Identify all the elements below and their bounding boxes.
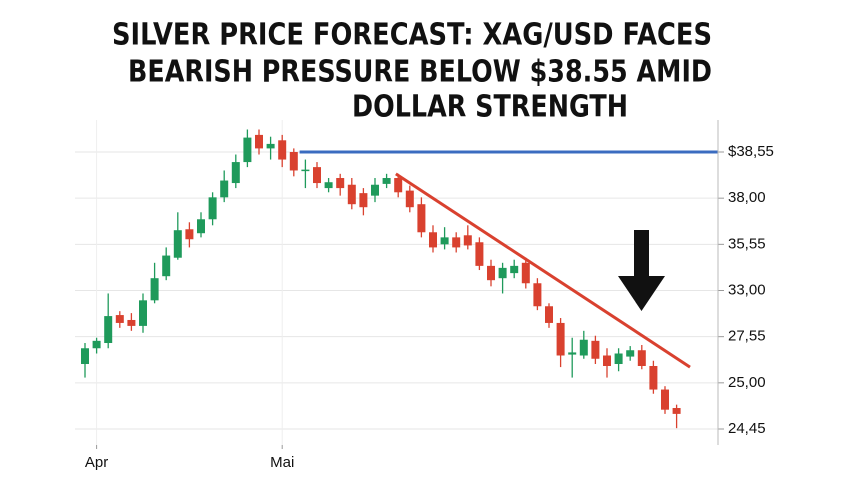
candle-body: [510, 265, 519, 274]
candle-body: [173, 230, 182, 258]
candle-body: [440, 237, 449, 245]
candle-body: [255, 134, 263, 149]
candle-body: [591, 340, 600, 359]
candle-body: [266, 143, 275, 149]
candle-body: [568, 352, 577, 355]
candle-body: [545, 306, 553, 323]
candle-body: [603, 355, 611, 366]
candle-body: [208, 197, 217, 220]
candle-body: [104, 316, 113, 344]
title-line: BEARISH PRESSURE BELOW $38.55 AMID: [128, 55, 712, 90]
candles: [81, 129, 681, 429]
candle-body: [382, 178, 391, 184]
candle-body: [115, 315, 124, 323]
candle-body: [429, 232, 437, 248]
candle-body: [185, 229, 194, 240]
candle-body: [637, 350, 646, 366]
candle-body: [672, 408, 681, 414]
candle-body: [92, 340, 101, 349]
candle-body: [139, 300, 147, 326]
candle-body: [649, 365, 658, 390]
candle-body: [371, 184, 379, 196]
axes: 24,45 25,00 27,55 33,00 35,55 38,00 $38,55 Apr M…: [85, 120, 774, 471]
candle-body: [521, 262, 530, 284]
candle-body: [220, 180, 229, 198]
candle-body: [347, 184, 356, 205]
candle-body: [162, 255, 171, 277]
grid: [75, 120, 718, 445]
annotation-lines: [299, 150, 718, 369]
down-arrow: [618, 230, 665, 311]
candle-body: [231, 162, 240, 184]
trendline: [395, 172, 691, 369]
candle-body: [359, 193, 368, 208]
y-tick-label: 38,00: [728, 189, 766, 206]
candle-body: [614, 353, 623, 365]
y-tick-label: 33,00: [728, 281, 766, 298]
candle-body: [150, 278, 159, 301]
candle-body: [81, 348, 89, 365]
candle-body: [661, 389, 669, 410]
candle-body: [556, 322, 565, 356]
candle-body: [197, 219, 205, 234]
title-line: SILVER PRICE FORECAST: XAG/USD FACES: [112, 18, 712, 53]
candle-body: [243, 137, 252, 163]
candle-body: [533, 283, 542, 307]
candle-body: [324, 182, 333, 189]
y-tick-label: 24,45: [728, 420, 766, 437]
candle-body: [278, 140, 287, 160]
candle-body: [301, 169, 310, 172]
candle-body: [313, 167, 321, 184]
candle-body: [336, 178, 345, 189]
y-tick-label: $38,55: [728, 143, 774, 160]
x-tick-label: Mai: [270, 454, 294, 471]
y-tick-label: 27,55: [728, 328, 766, 345]
candle-body: [487, 265, 495, 281]
candle-body: [417, 204, 426, 233]
candle-body: [626, 350, 635, 357]
title: SILVER PRICE FORECAST: XAG/USD FACES BEA…: [112, 18, 712, 125]
arrow-shaft: [634, 230, 649, 278]
candle-body: [394, 178, 403, 193]
candle-body: [452, 237, 461, 248]
candle-body: [127, 319, 136, 326]
x-tick-label: Apr: [85, 454, 108, 471]
candle-body: [463, 235, 472, 246]
candle-body: [498, 267, 507, 279]
candle-body: [405, 190, 414, 208]
candle-body: [579, 339, 588, 356]
title-line: DOLLAR STRENGTH: [352, 90, 628, 125]
candle-body: [289, 152, 298, 171]
arrow-head: [618, 276, 665, 311]
candle-body: [475, 242, 484, 266]
y-tick-label: 35,55: [728, 235, 766, 252]
y-tick-label: 25,00: [728, 374, 766, 391]
